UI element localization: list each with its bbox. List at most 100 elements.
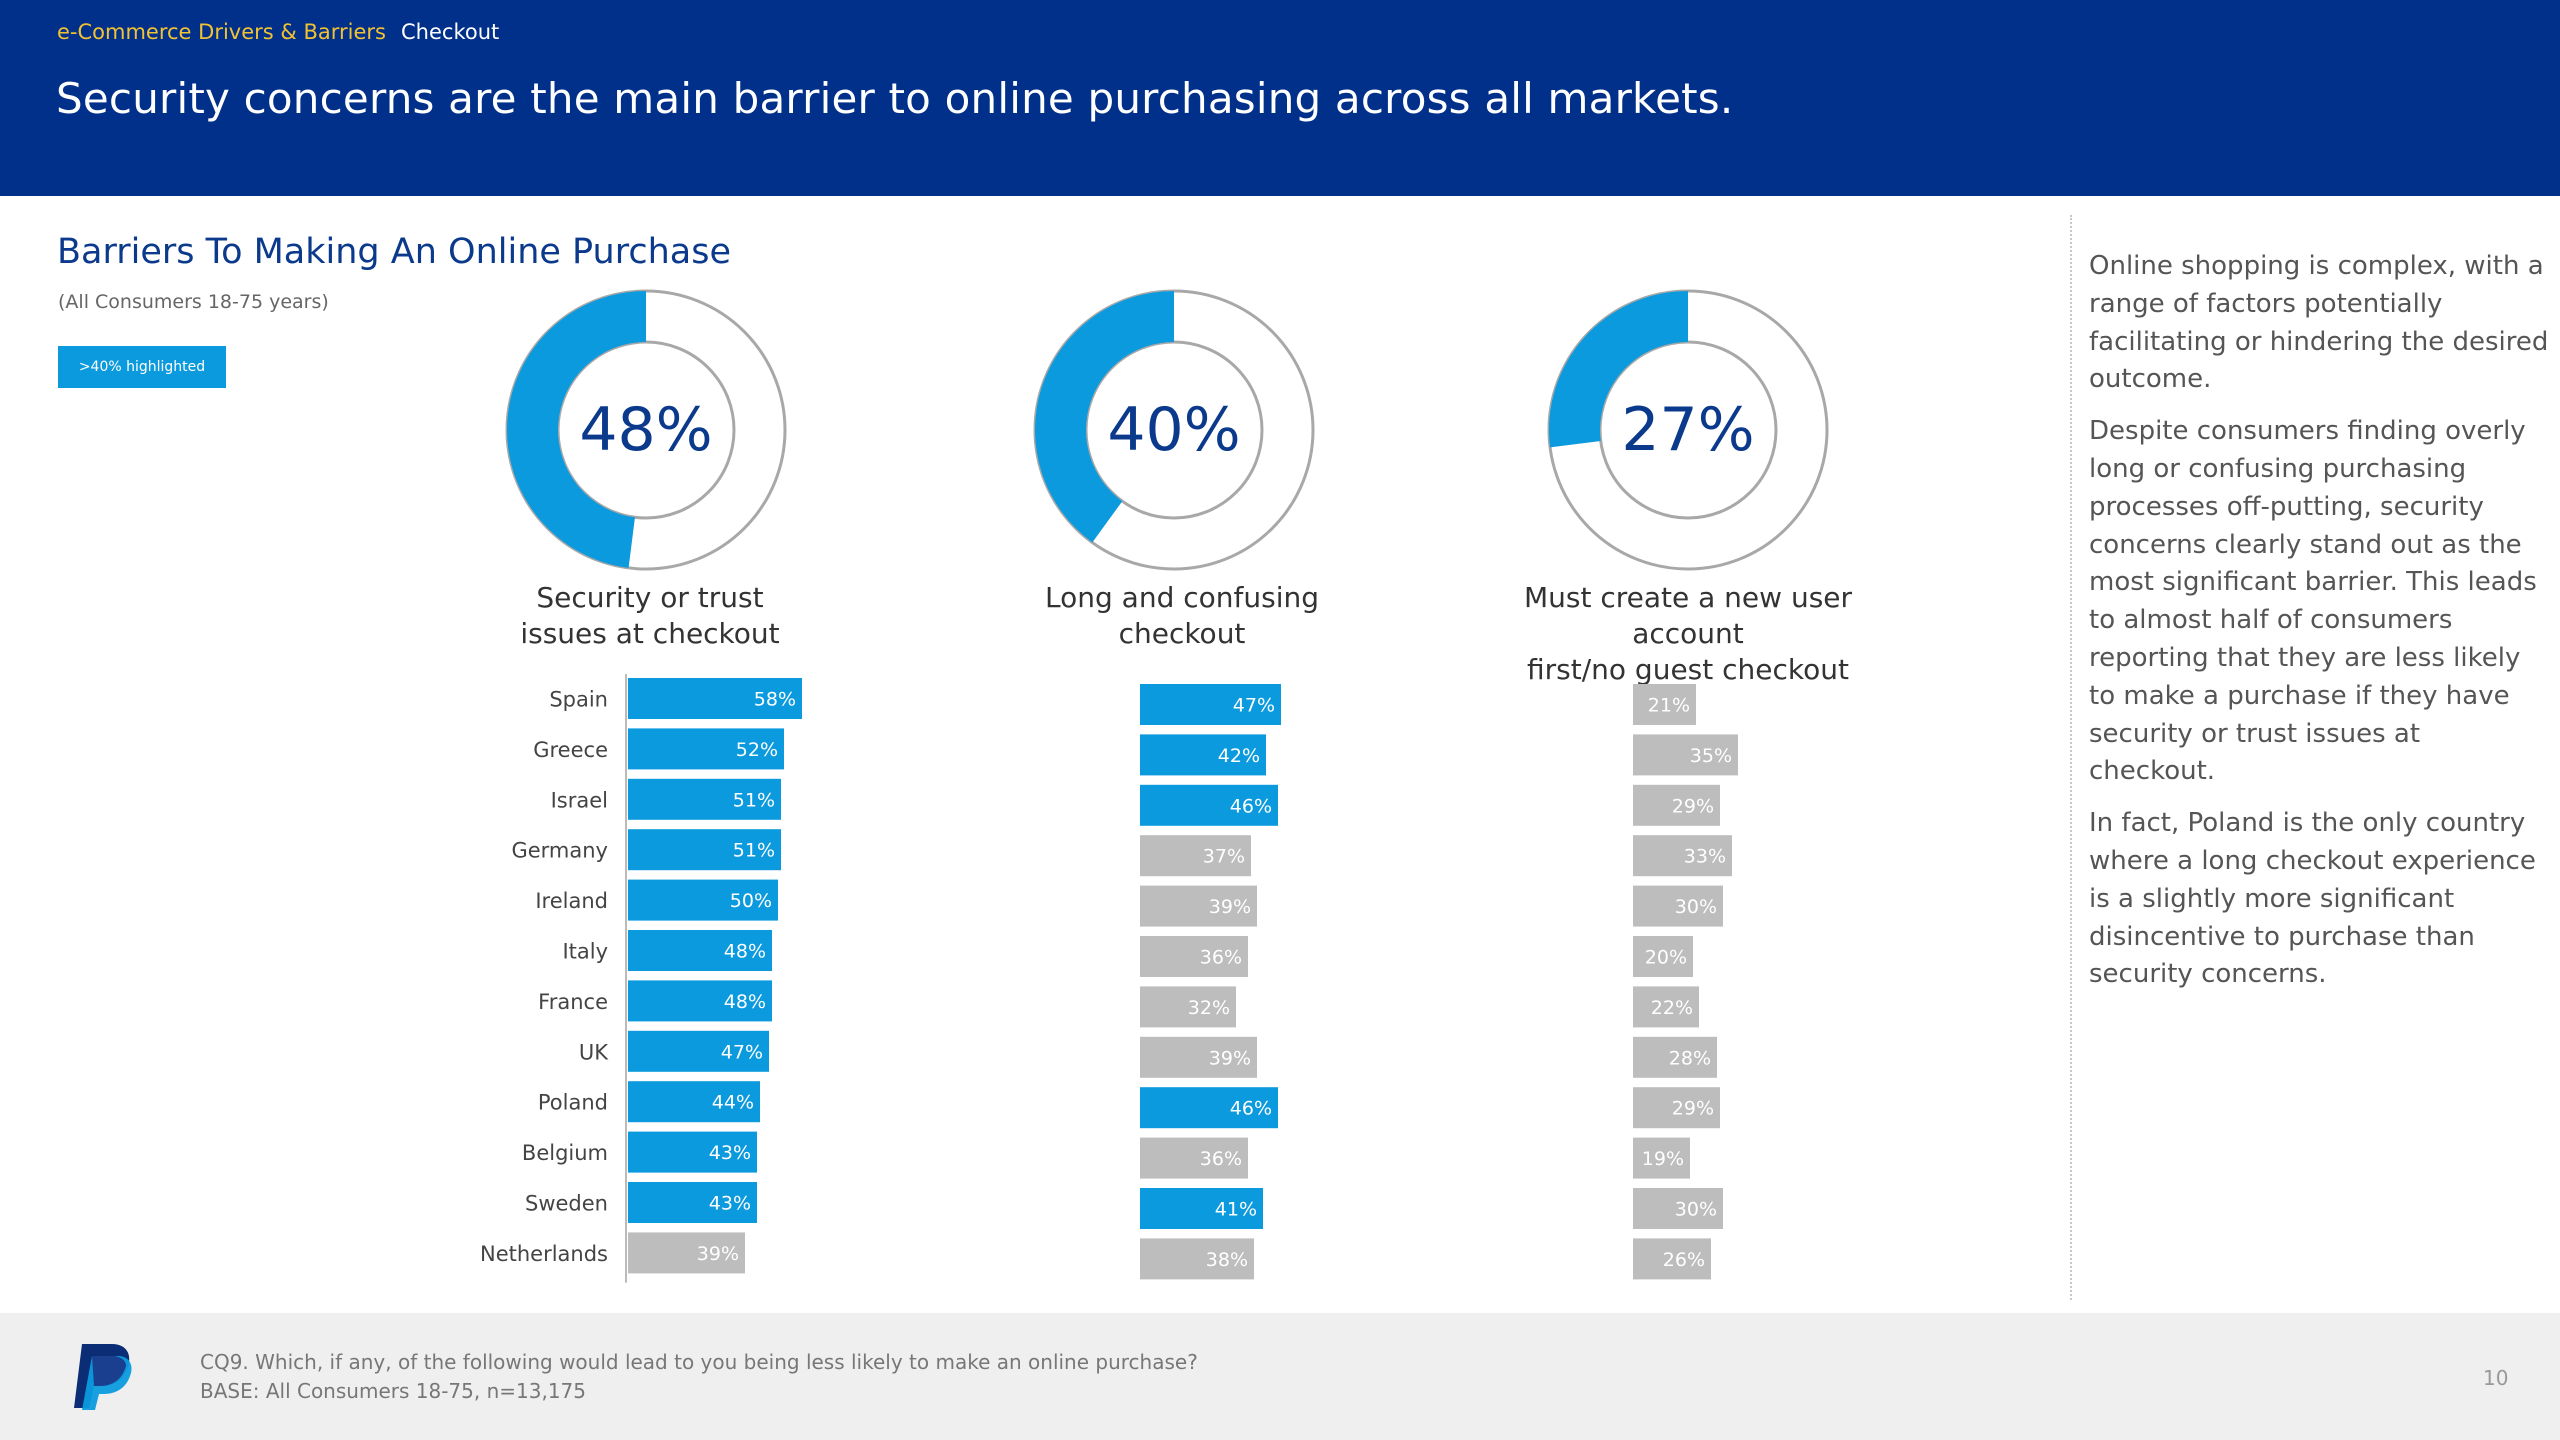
bar-value-label: 48% <box>724 991 766 1013</box>
bar <box>1140 1238 1254 1280</box>
bar <box>1140 986 1236 1028</box>
bar <box>1633 1188 1723 1229</box>
donut-segment <box>1035 291 1174 543</box>
footer-bar <box>0 1313 2560 1440</box>
bar <box>628 930 772 971</box>
chart-title-text: Security or trust issues at checkout <box>430 580 870 652</box>
bar-value-label: 26% <box>1663 1249 1705 1271</box>
donut-security: 48% <box>504 288 788 572</box>
country-label: Spain <box>549 688 608 712</box>
bar <box>628 678 802 719</box>
bar <box>628 1232 745 1274</box>
country-label: Israel <box>551 788 608 812</box>
bar <box>1633 835 1732 877</box>
bar-value-label: 51% <box>733 789 775 811</box>
footnote-base: BASE: All Consumers 18-75, n=13,175 <box>200 1379 586 1403</box>
bar-value-label: 32% <box>1188 997 1230 1019</box>
bar <box>628 879 778 921</box>
bar <box>1633 1036 1717 1078</box>
bar-value-label: 39% <box>1209 1047 1251 1069</box>
bar-value-label: 28% <box>1669 1047 1711 1069</box>
bar <box>1633 684 1696 725</box>
bar-value-label: 29% <box>1672 795 1714 817</box>
bar <box>628 1081 760 1123</box>
section-label: Checkout <box>401 20 500 44</box>
country-label: Sweden <box>525 1192 608 1216</box>
header-banner: e-Commerce Drivers & Barriers Checkout S… <box>0 0 2560 196</box>
paypal-logo-icon <box>74 1344 132 1410</box>
bar-value-label: 30% <box>1675 1199 1717 1221</box>
page-title: Security concerns are the main barrier t… <box>56 74 1734 123</box>
chart-title-line: Long and confusing <box>1045 581 1319 614</box>
chart-title-line: issues at checkout <box>520 617 780 650</box>
bar <box>1140 936 1248 977</box>
page-number: 10 <box>2483 1366 2509 1390</box>
highlight-legend-badge: >40% highlighted <box>58 346 226 388</box>
chart-base-note: (All Consumers 18-75 years) <box>58 291 329 313</box>
country-label: Netherlands <box>480 1242 608 1266</box>
column-divider <box>2070 215 2072 1300</box>
donut-long-checkout: 40% <box>1032 288 1316 572</box>
chart-title-line: first/no guest checkout <box>1527 653 1849 686</box>
chart-title-text: Long and confusing checkout <box>962 580 1402 652</box>
country-label: Belgium <box>522 1141 608 1165</box>
bar <box>1140 835 1251 877</box>
chart-title-line: Security or trust <box>536 581 764 614</box>
bar <box>628 1131 757 1173</box>
bar <box>1140 885 1257 927</box>
donut-value-label: 27% <box>1621 395 1755 465</box>
bar <box>1633 1238 1711 1280</box>
donut-security-svg <box>505 289 787 571</box>
bar <box>1633 885 1723 927</box>
bar-value-label: 43% <box>709 1193 751 1215</box>
chart-title-long-checkout: Long and confusing checkout <box>962 580 1402 652</box>
commentary-paragraph: Despite consumers finding overly long or… <box>2089 416 2537 787</box>
chart-title-line: Must create a new user account <box>1523 581 1853 650</box>
bar <box>1633 784 1720 826</box>
bar-value-label: 39% <box>697 1243 739 1265</box>
country-label: France <box>538 990 608 1014</box>
bar <box>1140 1137 1248 1179</box>
bar-value-label: 30% <box>1675 896 1717 918</box>
bar-value-label: 33% <box>1684 846 1726 868</box>
bar <box>1140 784 1278 826</box>
donut-new-account-svg <box>1547 289 1829 571</box>
donut-value-label: 48% <box>579 395 713 465</box>
bar-value-label: 46% <box>1230 795 1272 817</box>
chart-title-line: checkout <box>1118 617 1246 650</box>
bar <box>1140 684 1281 725</box>
bar-value-label: 29% <box>1672 1098 1714 1120</box>
bar <box>1140 734 1266 776</box>
chart-heading: Barriers To Making An Online Purchase <box>57 232 731 272</box>
bar-value-label: 19% <box>1642 1148 1684 1170</box>
donut-new-account: 27% <box>1546 288 1830 572</box>
bar <box>628 728 784 770</box>
bar-value-label: 36% <box>1200 947 1242 969</box>
bar <box>1633 936 1693 977</box>
bar <box>1140 1036 1257 1078</box>
footnote-question: CQ9. Which, if any, of the following wou… <box>200 1350 1198 1374</box>
bar <box>628 1182 757 1223</box>
bar-value-label: 39% <box>1209 896 1251 918</box>
bar-value-label: 42% <box>1218 745 1260 767</box>
bar <box>1633 734 1738 776</box>
country-label: Greece <box>533 738 608 762</box>
bar <box>628 1030 769 1072</box>
chart-title-new-account: Must create a new user account first/no g… <box>1468 580 1908 688</box>
country-bar-chart: 58% Spain 52% Greece 51% Israel 51% Germany 50% I… <box>480 674 1738 1283</box>
bar-value-label: 44% <box>712 1092 754 1114</box>
bar <box>1633 1137 1690 1179</box>
breadcrumb: e-Commerce Drivers & Barriers <box>57 20 386 44</box>
bar-value-label: 58% <box>754 689 796 711</box>
bar-value-label: 37% <box>1203 846 1245 868</box>
bar-value-label: 50% <box>730 890 772 912</box>
bar-value-label: 46% <box>1230 1098 1272 1120</box>
bar-value-label: 20% <box>1645 947 1687 969</box>
bar-value-label: 51% <box>733 840 775 862</box>
bar-value-label: 36% <box>1200 1148 1242 1170</box>
bar <box>628 829 781 871</box>
donut-segment <box>506 291 646 568</box>
bar <box>1140 1087 1278 1129</box>
country-label: UK <box>579 1040 609 1064</box>
commentary-paragraph: In fact, Poland is the only country wher… <box>2089 808 2536 990</box>
